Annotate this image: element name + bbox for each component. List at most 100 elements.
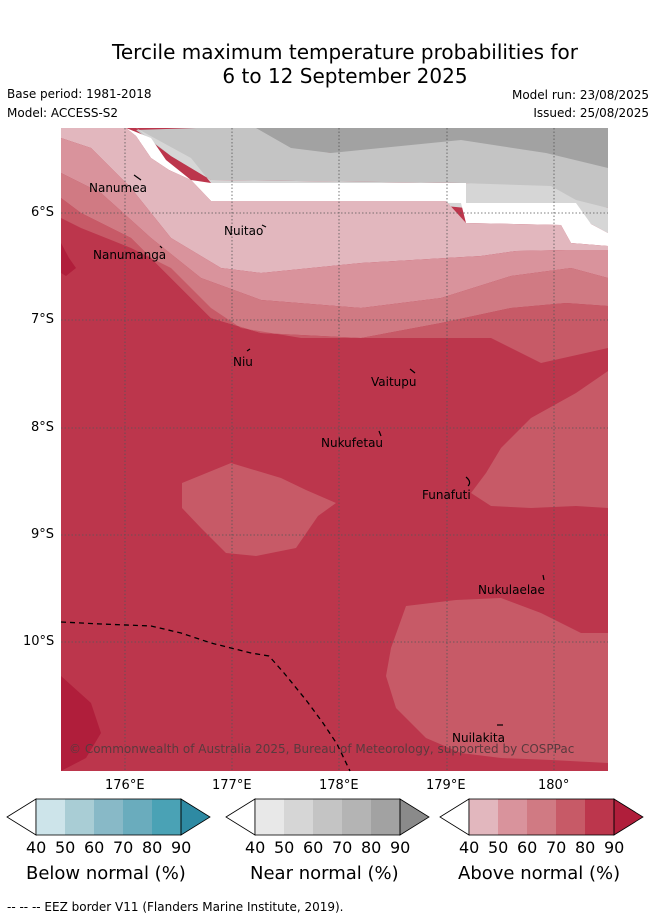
lat-tick-6s: 6°S xyxy=(31,205,55,220)
colorbar-above xyxy=(439,798,644,836)
colorbar-near-label: Near normal (%) xyxy=(250,863,399,884)
above-70-80-pocket-east xyxy=(471,371,608,508)
base-period-text: Base period: 1981-2018 xyxy=(7,87,152,101)
label-niu: Niu xyxy=(233,355,253,369)
lon-tick-178e: 178°E xyxy=(319,778,359,793)
colorbar-below-min-extension xyxy=(6,798,37,836)
label-nuilakita: Nuilakita xyxy=(452,731,505,745)
label-nukufetau: Nukufetau xyxy=(321,436,384,450)
map-title-line2: 6 to 12 September 2025 xyxy=(222,64,468,88)
colorbar-below-segment xyxy=(94,799,123,835)
colorbar-above-level-label: 50 xyxy=(488,838,509,857)
colorbar-near-level-label: 80 xyxy=(361,838,382,857)
colorbar-below xyxy=(6,798,211,836)
funafuti-island-mark xyxy=(465,476,471,487)
model-run-text: Model run: 23/08/2025 xyxy=(511,88,649,102)
colorbar-near-segment xyxy=(371,799,400,835)
label-funafuti: Funafuti xyxy=(422,488,471,502)
map-area xyxy=(60,128,608,772)
colorbar-below-level-label: 40 xyxy=(26,838,47,857)
copyright-text: © Commonwealth of Australia 2025, Bureau… xyxy=(69,742,575,756)
colorbar-below-segment xyxy=(152,799,181,835)
gridlines xyxy=(61,128,608,771)
nuitao-island-mark xyxy=(261,224,267,228)
colorbar-below-level-label: 90 xyxy=(171,838,192,857)
colorbar-near-outline xyxy=(254,798,401,836)
label-nuitao: Nuitao xyxy=(224,224,264,238)
map-title: Tercile maximum temperature probabilitie… xyxy=(0,40,655,88)
issued-text: Issued: 25/08/2025 xyxy=(533,106,649,120)
above-70-80-pocket-south xyxy=(386,598,608,763)
colorbar-above-min-extension xyxy=(439,798,470,836)
lat-tick-10s: 10°S xyxy=(23,634,55,649)
nukulaelae-island-mark xyxy=(542,574,545,581)
colorbar-near-segment xyxy=(255,799,284,835)
colorbar-above-segment xyxy=(498,799,527,835)
colorbar-below-level-label: 50 xyxy=(55,838,76,857)
colorbar-near xyxy=(225,798,430,836)
colorbar-above-level-label: 40 xyxy=(459,838,480,857)
white-gap-region xyxy=(126,128,608,246)
eez-border-line xyxy=(60,621,351,772)
colorbar-above-level-label: 80 xyxy=(575,838,596,857)
colorbar-near-max-extension xyxy=(399,798,430,836)
near-60-70-region xyxy=(136,128,608,208)
lat-tick-9s: 9°S xyxy=(31,527,55,542)
colorbar-above-label: Above normal (%) xyxy=(458,863,621,884)
model-text: Model: ACCESS-S2 xyxy=(7,106,119,120)
label-nanumanga: Nanumanga xyxy=(93,248,167,262)
colorbar-above-level-label: 70 xyxy=(546,838,567,857)
colorbar-near-level-label: 50 xyxy=(274,838,295,857)
above-90-patch-west xyxy=(61,243,76,276)
lon-tick-176e: 176°E xyxy=(105,778,145,793)
map-title-line1: Tercile maximum temperature probabilitie… xyxy=(112,40,578,64)
colorbar-near-segment xyxy=(342,799,371,835)
lat-tick-8s: 8°S xyxy=(31,420,55,435)
colorbar-near-level-label: 90 xyxy=(390,838,411,857)
colorbar-below-level-label: 70 xyxy=(113,838,134,857)
colorbar-near-segment xyxy=(284,799,313,835)
niu-island-mark xyxy=(246,348,251,352)
above-70-80-pocket-center xyxy=(182,463,336,556)
vaitupu-island-mark xyxy=(409,368,416,374)
colorbar-near-level-label: 60 xyxy=(303,838,324,857)
above-40-50-region xyxy=(61,128,608,273)
eez-footnote: -- -- -- EEZ border V11 (Flanders Marine… xyxy=(7,900,344,914)
lat-tick-7s: 7°S xyxy=(31,312,55,327)
lon-tick-179e: 179°E xyxy=(426,778,466,793)
nanumea-island-mark xyxy=(133,174,142,181)
colorbar-below-segment xyxy=(65,799,94,835)
island-marks xyxy=(133,174,545,726)
colorbar-above-segment xyxy=(585,799,614,835)
colorbar-near-min-extension xyxy=(225,798,256,836)
above-90-patch-southwest xyxy=(61,676,101,771)
colorbar-above-max-extension xyxy=(613,798,644,836)
colorbar-above-segment xyxy=(556,799,585,835)
colorbar-above-level-label: 90 xyxy=(604,838,625,857)
colorbar-above-outline xyxy=(468,798,615,836)
colorbar-below-level-label: 60 xyxy=(84,838,105,857)
label-vaitupu: Vaitupu xyxy=(371,375,417,389)
label-nukulaelae: Nukulaelae xyxy=(478,583,545,597)
lon-tick-177e: 177°E xyxy=(212,778,252,793)
colorbar-below-level-label: 80 xyxy=(142,838,163,857)
colorbar-above-segment xyxy=(469,799,498,835)
colorbar-near-level-label: 70 xyxy=(332,838,353,857)
colorbar-below-label: Below normal (%) xyxy=(26,863,186,884)
above-70-80-region xyxy=(61,198,608,363)
lon-tick-180: 180° xyxy=(538,778,570,793)
nanumanga-island-mark xyxy=(159,245,163,249)
colorbar-below-segment xyxy=(36,799,65,835)
colorbar-near-segment xyxy=(313,799,342,835)
nukufetau-island-mark xyxy=(378,430,382,437)
colorbar-near-level-label: 40 xyxy=(245,838,266,857)
colorbar-below-outline xyxy=(35,798,182,836)
colorbar-below-max-extension xyxy=(180,798,211,836)
colorbar-below-segment xyxy=(123,799,152,835)
colorbar-above-level-label: 60 xyxy=(517,838,538,857)
colorbar-above-segment xyxy=(527,799,556,835)
label-nanumea: Nanumea xyxy=(89,181,147,195)
above-50-60-region xyxy=(61,138,608,308)
